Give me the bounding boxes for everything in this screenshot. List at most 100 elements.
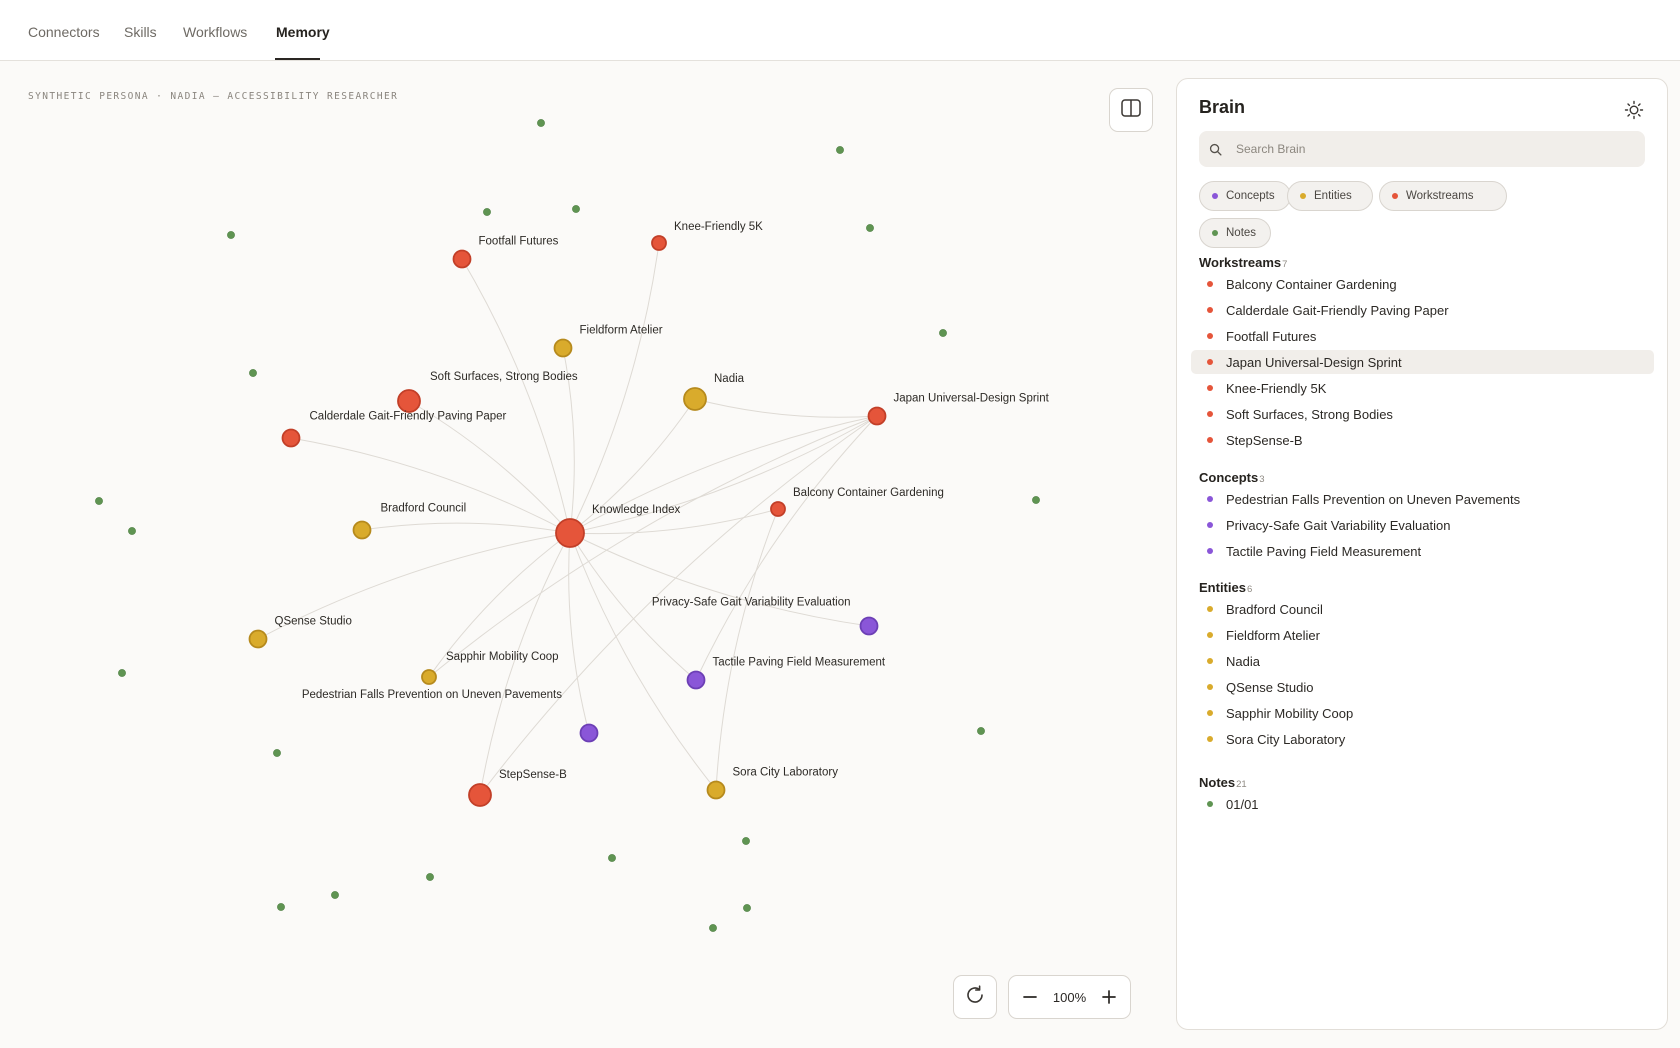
reset-view-button[interactable] xyxy=(953,975,997,1019)
zoom-in-button[interactable] xyxy=(1098,986,1120,1008)
list-item[interactable]: QSense Studio xyxy=(1191,675,1654,699)
graph-node-circle[interactable] xyxy=(248,629,268,649)
graph-node-circle[interactable] xyxy=(281,428,301,448)
graph-node-note[interactable] xyxy=(742,837,750,845)
search-input[interactable] xyxy=(1234,141,1618,157)
filter-chip-entity[interactable]: Entities xyxy=(1287,181,1373,211)
graph-canvas[interactable]: Knowledge Index Footfall Futures Knee-Frie… xyxy=(0,61,1170,1048)
list-item-label: Nadia xyxy=(1226,653,1260,669)
graph-node-cg[interactable]: Calderdale Gait-Friendly Paving Paper xyxy=(281,411,507,448)
graph-node-sb[interactable]: StepSense-B xyxy=(468,769,567,807)
graph-node-na[interactable]: Nadia xyxy=(683,373,745,411)
graph-node-note[interactable] xyxy=(273,749,281,757)
list-item[interactable]: Sapphir Mobility Coop xyxy=(1191,701,1654,725)
section-count: 21 xyxy=(1236,779,1247,790)
graph-node-label: QSense Studio xyxy=(275,616,352,628)
list-item[interactable]: Sora City Laboratory xyxy=(1191,727,1654,751)
graph-node-note[interactable] xyxy=(866,224,874,232)
graph-node-circle[interactable] xyxy=(553,338,573,358)
list-item[interactable]: Fieldform Atelier xyxy=(1191,623,1654,647)
graph-node-circle[interactable] xyxy=(859,616,879,636)
graph-node-note[interactable] xyxy=(331,891,339,899)
knowledge-graph[interactable]: Knowledge Index Footfall Futures Knee-Frie… xyxy=(0,61,1170,1048)
graph-node-circle[interactable] xyxy=(770,501,786,517)
graph-node-note[interactable] xyxy=(537,119,545,127)
tab-skills[interactable]: Skills xyxy=(124,24,157,40)
graph-node-note[interactable] xyxy=(836,146,844,154)
graph-node-bc[interactable]: Bradford Council xyxy=(352,503,467,540)
graph-node-note[interactable] xyxy=(1032,496,1040,504)
graph-edge xyxy=(569,415,878,534)
list-item[interactable]: StepSense-B xyxy=(1191,428,1654,452)
graph-node-circle[interactable] xyxy=(686,670,706,690)
list-item[interactable]: Bradford Council xyxy=(1191,597,1654,621)
graph-node-note[interactable] xyxy=(608,854,616,862)
zoom-controls: 100% xyxy=(1008,975,1131,1019)
graph-node-ju[interactable]: Japan Universal-Design Sprint xyxy=(867,393,1050,426)
graph-node-circle[interactable] xyxy=(579,723,599,743)
graph-node-circle[interactable] xyxy=(397,389,421,413)
graph-node-circle[interactable] xyxy=(867,406,887,426)
graph-node-circle[interactable] xyxy=(468,783,492,807)
graph-node-note[interactable] xyxy=(426,873,434,881)
graph-node-note[interactable] xyxy=(743,904,751,912)
graph-node-ss[interactable]: Soft Surfaces, Strong Bodies xyxy=(397,371,578,413)
graph-node-note[interactable] xyxy=(249,369,257,377)
graph-node-note[interactable] xyxy=(118,669,126,677)
tab-workflows[interactable]: Workflows xyxy=(183,24,248,40)
graph-node-note[interactable] xyxy=(277,903,285,911)
type-dot xyxy=(1207,333,1213,339)
filter-chip-note[interactable]: Notes xyxy=(1199,218,1271,248)
list-item-label: Fieldform Atelier xyxy=(1226,627,1320,643)
list-item[interactable]: Pedestrian Falls Prevention on Uneven Pa… xyxy=(1191,487,1654,511)
list-item[interactable]: Privacy-Safe Gait Variability Evaluation xyxy=(1191,513,1654,537)
zoom-out-button[interactable] xyxy=(1019,986,1041,1008)
graph-node-note[interactable] xyxy=(939,329,947,337)
graph-node-fa[interactable]: Fieldform Atelier xyxy=(553,325,663,358)
graph-node-note[interactable] xyxy=(227,231,235,239)
list-item[interactable]: Nadia xyxy=(1191,649,1654,673)
list-item-label: Pedestrian Falls Prevention on Uneven Pa… xyxy=(1226,491,1521,507)
graph-node-note[interactable] xyxy=(128,527,136,535)
graph-node-note[interactable] xyxy=(709,924,717,932)
graph-node-circle[interactable] xyxy=(706,780,726,800)
graph-node-sc[interactable]: Sora City Laboratory xyxy=(706,767,839,800)
graph-node-ff[interactable]: Footfall Futures xyxy=(452,236,559,269)
panel-toggle-button[interactable] xyxy=(1109,88,1153,132)
graph-node-circle[interactable] xyxy=(651,235,667,251)
graph-node-bcg[interactable]: Balcony Container Gardening xyxy=(770,487,944,517)
graph-node-ki[interactable]: Knowledge Index xyxy=(555,504,680,548)
tab-connectors[interactable]: Connectors xyxy=(28,24,100,40)
list-item[interactable]: Tactile Paving Field Measurement xyxy=(1191,539,1654,563)
graph-node-pf[interactable]: Pedestrian Falls Prevention on Uneven Pa… xyxy=(302,689,599,743)
theme-toggle-button[interactable] xyxy=(1623,99,1645,121)
graph-edge xyxy=(428,532,571,678)
graph-node-note[interactable] xyxy=(977,727,985,735)
graph-node-circle[interactable] xyxy=(421,669,437,685)
graph-edge xyxy=(479,415,878,796)
graph-node-circle[interactable] xyxy=(352,520,372,540)
filter-chip-concept[interactable]: Concepts xyxy=(1199,181,1291,211)
graph-node-tp[interactable]: Tactile Paving Field Measurement xyxy=(686,657,886,690)
graph-node-circle[interactable] xyxy=(683,387,707,411)
list-item[interactable]: Calderdale Gait-Friendly Paving Paper xyxy=(1191,298,1654,322)
graph-node-note[interactable] xyxy=(483,208,491,216)
list-item[interactable]: 01/01 xyxy=(1191,792,1654,816)
list-item[interactable]: Soft Surfaces, Strong Bodies xyxy=(1191,402,1654,426)
list-item-label: Sora City Laboratory xyxy=(1226,731,1346,747)
graph-node-label: Balcony Container Gardening xyxy=(793,487,944,499)
graph-node-circle[interactable] xyxy=(555,518,585,548)
graph-node-k5[interactable]: Knee-Friendly 5K xyxy=(651,221,763,251)
graph-node-note[interactable] xyxy=(572,205,580,213)
graph-node-note[interactable] xyxy=(95,497,103,505)
graph-node-sm[interactable]: Sapphir Mobility Coop xyxy=(421,651,559,685)
graph-node-circle[interactable] xyxy=(452,249,472,269)
list-item[interactable]: Balcony Container Gardening xyxy=(1191,272,1654,296)
tab-memory[interactable]: Memory xyxy=(276,24,330,40)
list-item[interactable]: Footfall Futures xyxy=(1191,324,1654,348)
filter-chip-workstream[interactable]: Workstreams xyxy=(1379,181,1507,211)
graph-node-pg[interactable]: Privacy-Safe Gait Variability Evaluation xyxy=(652,597,879,636)
graph-node-qs[interactable]: QSense Studio xyxy=(248,616,352,649)
list-item[interactable]: Japan Universal-Design Sprint xyxy=(1191,350,1654,374)
list-item[interactable]: Knee-Friendly 5K xyxy=(1191,376,1654,400)
